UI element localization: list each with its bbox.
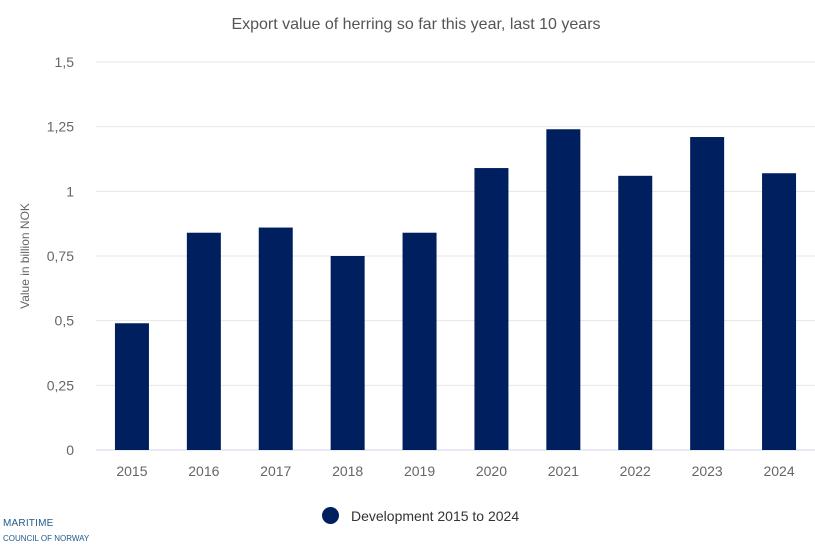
bar-2022[interactable] bbox=[618, 175, 653, 450]
y-tick-label: 1,5 bbox=[55, 54, 75, 70]
legend[interactable]: Development 2015 to 2024 bbox=[322, 507, 519, 524]
y-tick-label: 1 bbox=[66, 183, 74, 199]
x-tick-label: 2020 bbox=[476, 463, 507, 479]
x-tick-label: 2024 bbox=[763, 463, 794, 479]
bar-2019[interactable] bbox=[402, 232, 437, 450]
x-tick-label: 2021 bbox=[548, 463, 579, 479]
x-tick-label: 2017 bbox=[260, 463, 291, 479]
x-axis: 2015 2016 2017 2018 2019 2020 2021 2022 2023 2024 bbox=[116, 463, 794, 479]
x-tick-label: 2022 bbox=[620, 463, 651, 479]
y-tick-label: 0,75 bbox=[47, 248, 74, 264]
x-tick-label: 2019 bbox=[404, 463, 435, 479]
brand-line-2: COUNCIL OF NORWAY bbox=[3, 534, 90, 543]
bar-2020[interactable] bbox=[474, 168, 509, 450]
x-tick-label: 2015 bbox=[116, 463, 147, 479]
x-tick-label: 2023 bbox=[692, 463, 723, 479]
y-tick-label: 0 bbox=[66, 442, 74, 458]
bar-2018[interactable] bbox=[330, 256, 365, 450]
y-tick-label: 0,25 bbox=[47, 377, 74, 393]
bars bbox=[114, 129, 797, 450]
legend-marker bbox=[322, 507, 339, 524]
bar-2024[interactable] bbox=[762, 173, 797, 450]
y-tick-label: 0,5 bbox=[55, 313, 75, 329]
bar-2016[interactable] bbox=[186, 232, 221, 450]
bar-2015[interactable] bbox=[114, 323, 149, 450]
brand-logo: MARITIME COUNCIL OF NORWAY bbox=[3, 518, 89, 543]
bar-2021[interactable] bbox=[546, 129, 581, 450]
chart-title: Export value of herring so far this year… bbox=[231, 16, 600, 33]
brand-line-1: MARITIME bbox=[3, 518, 54, 529]
y-tick-label: 1,25 bbox=[47, 119, 74, 135]
y-axis-label: Value in billion NOK bbox=[18, 203, 32, 309]
x-tick-label: 2018 bbox=[332, 463, 363, 479]
legend-label: Development 2015 to 2024 bbox=[351, 507, 520, 524]
bar-2017[interactable] bbox=[258, 227, 293, 450]
y-axis: 0 0,25 0,5 0,75 1 1,25 1,5 bbox=[47, 54, 74, 458]
bar-2023[interactable] bbox=[690, 137, 725, 450]
x-tick-label: 2016 bbox=[188, 463, 219, 479]
